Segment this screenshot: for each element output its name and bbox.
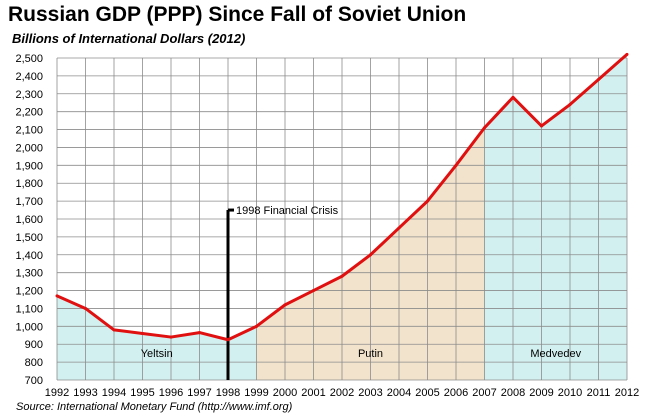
source-note: Source: International Monetary Fund (htt… (16, 401, 293, 413)
x-tick-label: 2010 (558, 387, 582, 399)
y-tick-label: 700 (25, 375, 43, 387)
x-tick-label: 2004 (387, 387, 411, 399)
era-label-putin: Putin (358, 348, 383, 360)
gdp-point (426, 199, 429, 203)
x-axis-ticks: 1992 1993 1994 1995 1996 1997 1998 1999 2000 2001… (45, 387, 639, 399)
y-tick-label: 1,500 (15, 232, 43, 244)
gdp-point (454, 163, 458, 167)
gdp-point (540, 124, 543, 128)
era-band-yeltsin (57, 295, 257, 380)
era-label-yeltsin: Yeltsin (141, 348, 173, 360)
y-tick-label: 1,100 (15, 303, 43, 315)
gdp-point (141, 331, 144, 335)
gdp-point (511, 95, 515, 99)
era-label-medvedev: Medvedev (530, 348, 581, 360)
y-tick-label: 1,700 (15, 196, 43, 208)
x-tick-label: 1992 (45, 387, 69, 399)
y-tick-label: 1,200 (15, 286, 43, 298)
x-tick-label: 2009 (529, 387, 553, 399)
gdp-point (255, 324, 258, 328)
y-tick-label: 1,300 (15, 268, 43, 280)
chart-title: Russian GDP (PPP) Since Fall of Soviet U… (8, 3, 467, 26)
y-tick-label: 900 (25, 339, 43, 351)
y-tick-label: 800 (25, 357, 43, 369)
x-tick-label: 2001 (301, 387, 325, 399)
y-tick-label: 2,500 (15, 53, 43, 65)
gdp-point (625, 52, 629, 56)
x-tick-label: 1996 (159, 387, 183, 399)
gdp-point (340, 274, 344, 278)
x-tick-label: 2011 (587, 387, 611, 399)
x-tick-label: 1997 (187, 387, 211, 399)
x-tick-label: 1993 (73, 387, 97, 399)
y-tick-label: 1,900 (15, 160, 43, 172)
gdp-point (597, 77, 600, 81)
gdp-point (84, 306, 87, 310)
x-tick-label: 1998 (216, 387, 240, 399)
crisis-label: 1998 Financial Crisis (236, 205, 339, 217)
gdp-point (169, 335, 173, 339)
y-tick-label: 2,000 (15, 142, 43, 154)
gdp-point (397, 226, 401, 230)
gdp-series (55, 52, 629, 342)
gdp-point (283, 303, 287, 307)
y-tick-label: 2,400 (15, 71, 43, 83)
y-tick-label: 1,800 (15, 178, 43, 190)
x-tick-label: 2006 (444, 387, 468, 399)
y-tick-label: 1,000 (15, 321, 43, 333)
crisis-annotation: 1998 Financial Crisis (226, 205, 339, 380)
x-tick-label: 2003 (358, 387, 382, 399)
y-tick-label: 2,200 (15, 107, 43, 119)
y-axis-ticks: 700 800 900 1,000 1,100 1,200 1,300 1,400 1,500 1… (15, 53, 43, 387)
era-labels: Yeltsin Putin Medvedev (141, 348, 582, 360)
x-tick-label: 1995 (130, 387, 154, 399)
gdp-point (198, 331, 201, 335)
gdp-point (226, 338, 230, 342)
gdp-point (483, 126, 486, 130)
era-band-medvedev (484, 54, 627, 381)
gdp-point (312, 289, 315, 293)
grid-lines (56, 57, 628, 381)
x-tick-label: 2008 (501, 387, 525, 399)
x-tick-label: 2005 (415, 387, 439, 399)
gdp-point (55, 294, 59, 298)
x-tick-label: 2000 (273, 387, 297, 399)
x-tick-label: 2012 (615, 387, 639, 399)
y-tick-label: 1,400 (15, 250, 43, 262)
gdp-point (112, 328, 116, 332)
x-tick-label: 1994 (102, 387, 126, 399)
y-tick-label: 1,600 (15, 214, 43, 226)
chart-subtitle: Billions of International Dollars (2012) (12, 31, 246, 46)
y-tick-label: 2,300 (15, 89, 43, 101)
x-tick-label: 2007 (472, 387, 496, 399)
gdp-point (568, 103, 572, 107)
gdp-point (369, 253, 372, 257)
y-tick-label: 2,100 (15, 125, 43, 137)
x-tick-label: 1999 (244, 387, 268, 399)
x-tick-label: 2002 (330, 387, 354, 399)
